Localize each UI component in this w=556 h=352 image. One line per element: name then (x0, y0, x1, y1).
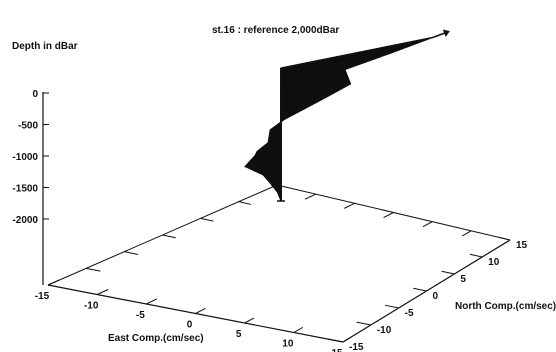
x-tick-mark (96, 289, 109, 295)
z-tick-label: -500 (18, 121, 38, 132)
x-tick-label: 15 (331, 348, 343, 352)
profile-vector (280, 68, 346, 87)
x-tick-mark (342, 336, 352, 343)
profile-vector (280, 36, 434, 69)
y-tick-label: -15 (349, 342, 364, 352)
x-tick-mark (195, 308, 206, 314)
back-tick-mark (462, 230, 472, 237)
x-tick-label: -10 (84, 301, 99, 312)
surface-arrow-shaft (432, 32, 445, 39)
profile-vector (280, 108, 305, 114)
z-tick-label: 0 (32, 89, 38, 100)
x-tick-mark (47, 279, 60, 286)
profile-vector (256, 147, 282, 153)
x-tick-mark (244, 317, 255, 324)
y-tick-mark (328, 338, 344, 343)
profile-vector (267, 138, 282, 144)
back-tick-mark (422, 221, 433, 228)
y-tick-mark (469, 253, 483, 258)
chart-title: st.16 : reference 2,000dBar (212, 25, 339, 36)
x-tick-label: 0 (187, 320, 193, 331)
profile-layer (244, 29, 450, 202)
y-tick-mark (356, 321, 371, 326)
z-tick-label: -2000 (12, 215, 38, 226)
y-tick-label: 5 (460, 274, 466, 285)
y-tick-label: 10 (488, 257, 500, 268)
left-tick-mark (162, 234, 176, 239)
y-tick-mark (441, 270, 455, 275)
back-tick-mark (383, 212, 394, 218)
ticks-layer: 0 -500 -1000 -1500 -2000 -15 -10 -5 0 5 10 15 -15 -10… (12, 89, 527, 352)
left-tick-mark (124, 251, 139, 255)
z-tick-label: -1000 (12, 152, 38, 163)
x-tick-mark (146, 298, 157, 305)
x-tick-label: 10 (282, 339, 294, 350)
z-axis-label: Depth in dBar (12, 41, 78, 52)
y-tick-label: -5 (405, 308, 414, 319)
y-axis-label: North Comp.(cm/sec) (455, 301, 556, 312)
y-tick-mark (498, 236, 511, 241)
left-tick-mark (238, 201, 252, 205)
surface-arrow-head (442, 29, 450, 37)
y-tick-mark (413, 287, 427, 292)
x-tick-label: 5 (236, 329, 242, 340)
profile-vector (280, 52, 390, 78)
profile-vector (280, 83, 351, 96)
profile-vector (280, 95, 328, 105)
x-tick-mark (293, 326, 303, 333)
profile-vector-envelope (244, 36, 434, 202)
y-tick-mark (384, 304, 399, 309)
back-tick-mark (304, 193, 317, 200)
profile-vector (255, 154, 282, 158)
back-tick-mark (344, 202, 355, 209)
x-tick-label: -15 (35, 291, 50, 302)
left-tick-mark (86, 267, 101, 272)
y-tick-label: -10 (377, 325, 392, 336)
profile-vector (263, 173, 282, 176)
y-tick-label: 15 (516, 240, 528, 251)
left-tick-mark (200, 217, 214, 222)
z-tick-label: -1500 (12, 184, 38, 195)
x-tick-label: -5 (136, 310, 145, 321)
profile-vector (244, 164, 282, 168)
x-axis-label: East Comp.(cm/sec) (108, 333, 204, 344)
y-tick-label: 0 (433, 291, 439, 302)
